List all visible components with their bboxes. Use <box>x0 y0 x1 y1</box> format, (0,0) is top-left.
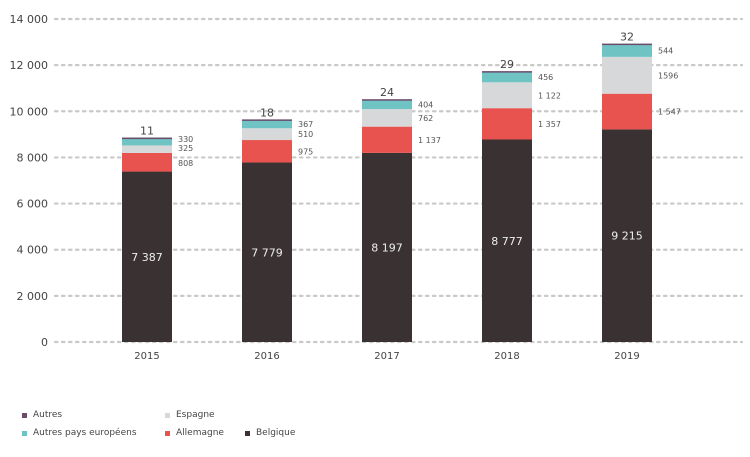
x-tick-label: 2017 <box>374 351 399 362</box>
bar-segment-autres <box>242 119 292 121</box>
data-label: 8 777 <box>491 235 523 248</box>
legend-item: Allemagne <box>165 428 224 438</box>
data-label: 7 387 <box>131 251 163 264</box>
data-label: 1 137 <box>418 136 441 145</box>
bar-segment-allemagne <box>362 126 412 153</box>
legend-swatch <box>245 430 250 436</box>
y-tick-label: 10 000 <box>10 105 49 118</box>
legend-swatch <box>22 430 27 436</box>
bar-segment-autres-pays-européens <box>602 44 652 57</box>
legend-label: Allemagne <box>176 428 224 438</box>
data-label: 8 197 <box>371 241 403 254</box>
data-label: 7 779 <box>251 246 283 259</box>
x-tick-label: 2016 <box>254 351 279 362</box>
data-label: 510 <box>298 130 313 139</box>
legend-label: Autres pays européens <box>33 428 137 438</box>
bar-segment-belgique <box>362 152 412 342</box>
data-label: 367 <box>298 120 313 129</box>
bar-segment-espagne <box>362 109 412 127</box>
data-label: 456 <box>538 73 553 82</box>
legend-item: Autres pays européens <box>22 428 137 438</box>
legend-item: Espagne <box>165 410 215 420</box>
data-label: 18 <box>260 106 274 119</box>
bar-segment-belgique <box>122 171 172 342</box>
y-tick-label: 4 000 <box>17 244 49 257</box>
data-label: 404 <box>418 100 433 109</box>
data-label: 11 <box>140 125 154 138</box>
bar-segment-autres <box>362 99 412 101</box>
legend-item: Belgique <box>245 428 295 438</box>
bar-segment-espagne <box>482 82 532 109</box>
bar-segment-espagne <box>242 128 292 141</box>
data-label: 24 <box>380 86 394 99</box>
bar-segment-belgique <box>602 129 652 342</box>
bar-segment-autres-pays-européens <box>122 137 172 146</box>
legend-swatch <box>22 412 27 418</box>
y-tick-label: 0 <box>41 336 48 349</box>
bar-segment-autres <box>482 71 532 73</box>
y-tick-label: 6 000 <box>17 198 49 211</box>
data-label: 1 547 <box>658 108 681 117</box>
y-tick-label: 14 000 <box>10 13 49 26</box>
x-tick-label: 2019 <box>614 351 639 362</box>
bar-segment-belgique <box>482 139 532 342</box>
legend-swatch <box>165 430 170 436</box>
legend-label: Belgique <box>256 428 296 438</box>
data-label: 32 <box>620 31 634 44</box>
data-label: 1 122 <box>538 91 561 100</box>
bar-segment-autres-pays-européens <box>362 99 412 110</box>
data-label: 762 <box>418 114 433 123</box>
data-label: 544 <box>658 47 673 56</box>
y-tick-label: 2 000 <box>17 290 49 303</box>
bar-segment-allemagne <box>242 140 292 163</box>
x-tick-label: 2015 <box>134 351 159 362</box>
y-tick-label: 12 000 <box>10 59 49 72</box>
data-label: 1596 <box>658 71 678 80</box>
bar-segment-espagne <box>122 145 172 153</box>
legend-item: Autres <box>22 410 62 420</box>
bar-segment-belgique <box>242 162 292 342</box>
data-label: 325 <box>178 144 193 153</box>
bar-segment-autres <box>602 43 652 46</box>
bar-segment-autres <box>122 137 172 140</box>
bar-segment-autres-pays-européens <box>242 119 292 129</box>
data-label: 330 <box>178 135 193 144</box>
legend-label: Autres <box>33 410 63 420</box>
bar-segment-espagne <box>602 56 652 94</box>
x-tick-label: 2018 <box>494 351 519 362</box>
data-label: 808 <box>178 159 193 168</box>
bar-segment-autres-pays-européens <box>482 71 532 83</box>
bar-segment-allemagne <box>122 152 172 172</box>
data-label: 29 <box>500 58 514 71</box>
data-label: 975 <box>298 147 313 156</box>
bar-segment-allemagne <box>602 93 652 130</box>
legend-swatch <box>165 412 170 418</box>
y-tick-label: 8 000 <box>17 151 49 164</box>
bar-segment-allemagne <box>482 108 532 140</box>
data-label: 9 215 <box>611 230 643 243</box>
data-label: 1 357 <box>538 120 561 129</box>
legend-label: Espagne <box>176 410 215 420</box>
